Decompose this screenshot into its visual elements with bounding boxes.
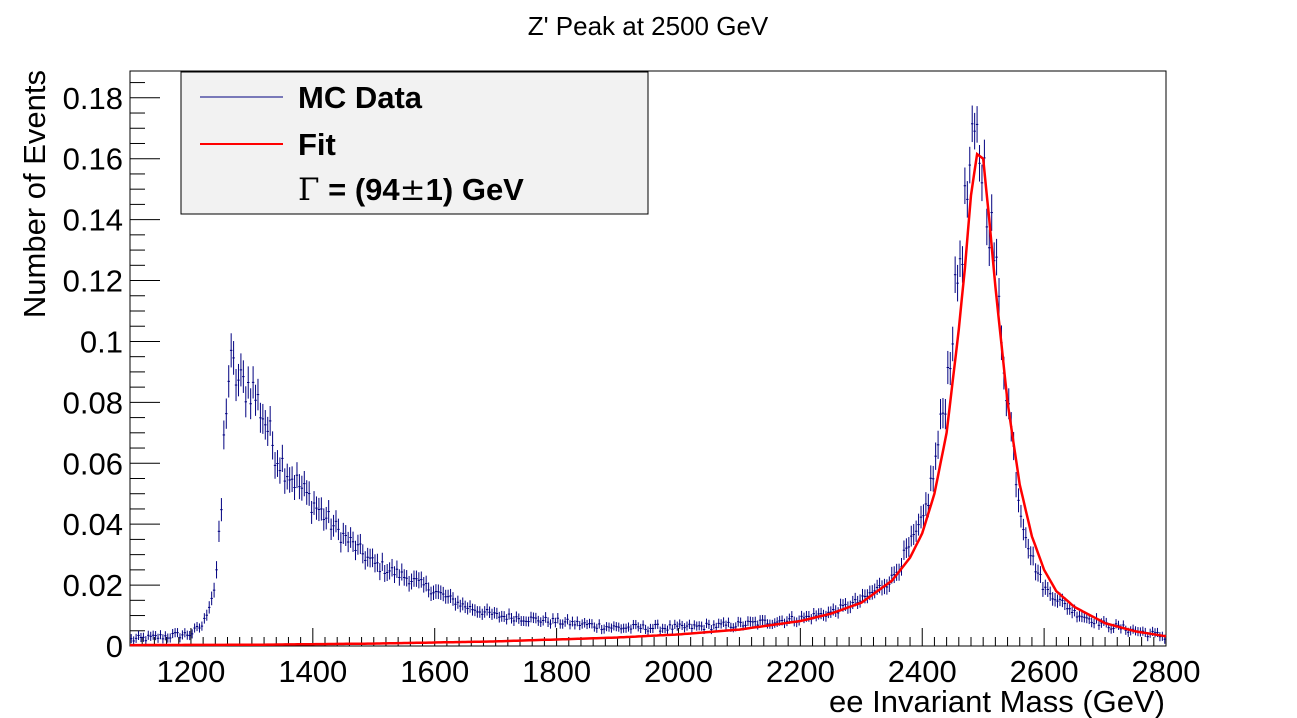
y-tick-label: 0.04	[63, 507, 123, 542]
gamma-symbol: Γ	[298, 172, 320, 208]
y-tick-label: 0.02	[63, 568, 123, 603]
y-tick-label: 0.14	[63, 203, 123, 238]
chart-title: Z' Peak at 2500 GeV	[528, 11, 769, 41]
x-tick-label: 1800	[522, 654, 591, 689]
plot-frame-border	[129, 70, 1167, 647]
y-axis-label: Number of Events	[17, 70, 52, 318]
legend-mc-data-label: MC Data	[298, 80, 423, 115]
fit-line	[130, 151, 1167, 647]
legend-fit-label: Fit	[298, 127, 336, 162]
width-suffix: 1) GeV	[426, 172, 525, 207]
x-tick-label: 2400	[888, 654, 957, 689]
y-tick-label: 0.06	[63, 446, 123, 481]
x-tick-label: 1200	[156, 654, 225, 689]
x-tick-label: 2200	[766, 654, 835, 689]
y-tick-label: 0	[106, 629, 123, 664]
y-tick-label: 0.1	[80, 324, 123, 359]
y-tick-label: 0.08	[63, 385, 123, 420]
x-axis-label: ee Invariant Mass (GeV)	[829, 684, 1165, 718]
x-tick-label: 1400	[278, 654, 347, 689]
fit-curve	[130, 151, 1167, 647]
x-tick-label: 2000	[644, 654, 713, 689]
plot-frame	[129, 70, 1167, 647]
mc-data-points	[130, 105, 1166, 646]
y-tick-label: 0.12	[63, 264, 123, 299]
x-tick-label: 2800	[1132, 654, 1201, 689]
x-tick-label: 2600	[1010, 654, 1079, 689]
plus-minus-symbol: ±	[400, 172, 426, 208]
y-tick-label: 0.16	[63, 142, 123, 177]
y-tick-label: 0.18	[63, 81, 123, 116]
legend: MC Data Fit Γ = (94±1) GeV	[180, 71, 649, 215]
axis-ticks: 1200 1400 1600 1800 2000 2200 2400 2600 2800 0 0.0…	[63, 81, 1201, 689]
legend-width-annotation: Γ = (94±1) GeV	[298, 172, 524, 208]
width-prefix: = (94	[328, 172, 400, 207]
x-tick-label: 1600	[400, 654, 469, 689]
